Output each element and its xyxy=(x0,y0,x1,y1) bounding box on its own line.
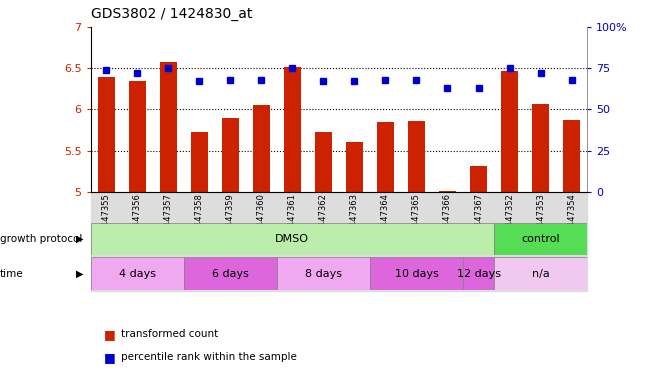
Bar xyxy=(370,257,463,290)
Text: n/a: n/a xyxy=(531,268,550,279)
Bar xyxy=(470,166,487,192)
Text: ■: ■ xyxy=(104,351,116,364)
Bar xyxy=(408,121,425,192)
Bar xyxy=(97,77,115,192)
Text: ▶: ▶ xyxy=(76,268,84,279)
Bar xyxy=(315,132,332,192)
Bar xyxy=(191,132,208,192)
Text: transformed count: transformed count xyxy=(121,329,218,339)
Text: growth protocol: growth protocol xyxy=(0,234,83,244)
Text: control: control xyxy=(521,234,560,244)
Bar xyxy=(501,71,518,192)
Text: ▶: ▶ xyxy=(76,234,84,244)
Bar xyxy=(221,118,239,192)
Text: DMSO: DMSO xyxy=(275,234,309,244)
Bar xyxy=(184,257,277,290)
Bar xyxy=(91,223,494,255)
Text: ■: ■ xyxy=(104,328,116,341)
Bar xyxy=(277,257,370,290)
Text: 8 days: 8 days xyxy=(305,268,342,279)
Text: GDS3802 / 1424830_at: GDS3802 / 1424830_at xyxy=(91,7,252,21)
Bar xyxy=(377,122,394,192)
Bar xyxy=(494,257,587,290)
Bar xyxy=(563,120,580,192)
Bar xyxy=(91,257,184,290)
Text: 12 days: 12 days xyxy=(456,268,501,279)
Text: time: time xyxy=(0,268,23,279)
Bar xyxy=(494,223,587,255)
Bar xyxy=(284,66,301,192)
Bar xyxy=(439,191,456,192)
Text: percentile rank within the sample: percentile rank within the sample xyxy=(121,352,297,362)
Text: 4 days: 4 days xyxy=(119,268,156,279)
Bar xyxy=(346,142,363,192)
Bar xyxy=(463,257,494,290)
Bar xyxy=(91,192,587,291)
Text: 6 days: 6 days xyxy=(212,268,249,279)
Bar xyxy=(253,105,270,192)
Bar xyxy=(532,104,549,192)
Text: 10 days: 10 days xyxy=(395,268,438,279)
Bar xyxy=(160,62,176,192)
Bar xyxy=(129,81,146,192)
